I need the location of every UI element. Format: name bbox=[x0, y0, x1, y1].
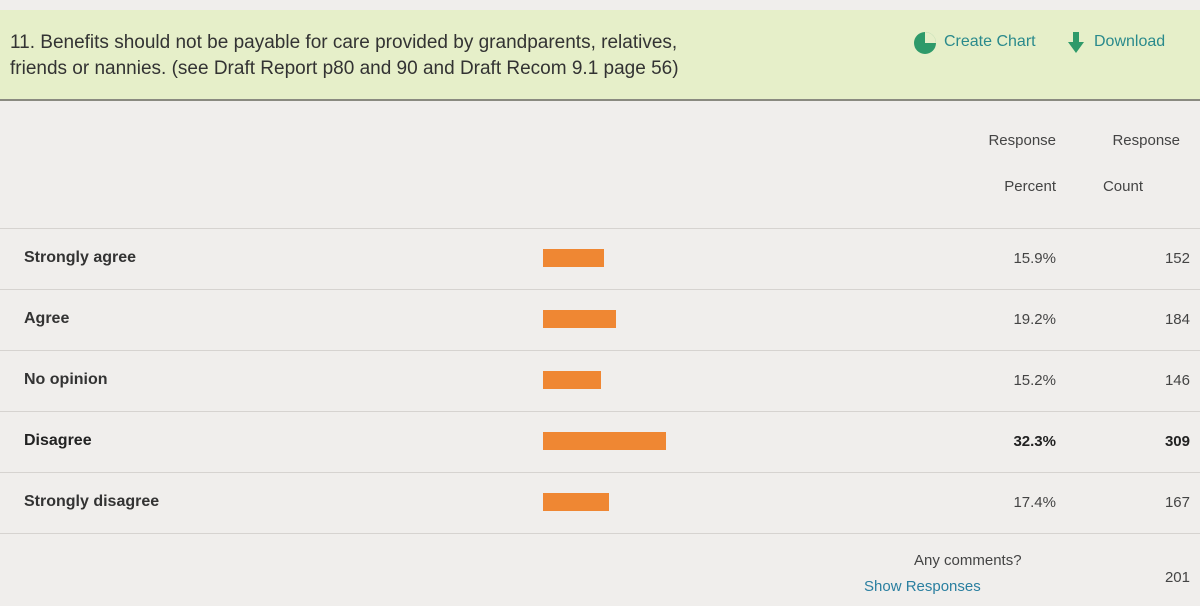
response-count: 309 bbox=[1164, 433, 1190, 450]
bar bbox=[543, 371, 601, 389]
row-separator bbox=[0, 289, 1200, 290]
download-icon bbox=[1068, 32, 1084, 53]
row-separator bbox=[0, 533, 1200, 534]
response-count: 184 bbox=[1164, 311, 1190, 328]
row-separator bbox=[0, 472, 1200, 473]
row-label: Strongly agree bbox=[24, 249, 137, 266]
create-chart-link[interactable]: Create Chart bbox=[944, 33, 1036, 50]
response-percent: 19.2% bbox=[1013, 311, 1056, 328]
question-title: friends or nannies. (see Draft Report p8… bbox=[10, 58, 679, 79]
show-responses-link[interactable]: Show Responses bbox=[864, 578, 981, 595]
response-percent: 17.4% bbox=[1013, 494, 1056, 511]
question-header: 11. Benefits should not be payable for c… bbox=[0, 10, 1200, 101]
row-label: Agree bbox=[24, 310, 70, 327]
bar bbox=[543, 310, 617, 328]
response-percent: 15.9% bbox=[1013, 250, 1056, 267]
row-separator bbox=[0, 228, 1200, 229]
row-separator bbox=[0, 411, 1200, 412]
comments-label: Any comments? bbox=[914, 552, 1022, 569]
question-title: 11. Benefits should not be payable for c… bbox=[10, 32, 678, 53]
bar bbox=[543, 432, 667, 450]
response-count: 146 bbox=[1164, 372, 1190, 389]
comments-count: 201 bbox=[1164, 569, 1190, 586]
chart-icon bbox=[914, 32, 936, 54]
row-label: Strongly disagree bbox=[24, 493, 160, 510]
response-count: 167 bbox=[1164, 494, 1190, 511]
row-separator bbox=[0, 350, 1200, 351]
row-label: No opinion bbox=[24, 371, 108, 388]
column-header: Response bbox=[1112, 132, 1180, 149]
bar bbox=[543, 493, 610, 511]
response-percent: 15.2% bbox=[1013, 372, 1056, 389]
column-header: Percent bbox=[1004, 178, 1056, 195]
row-label: Disagree bbox=[24, 432, 92, 449]
response-percent: 32.3% bbox=[1013, 433, 1056, 450]
download-link[interactable]: Download bbox=[1094, 33, 1166, 50]
bar bbox=[543, 249, 604, 267]
column-header: Count bbox=[1102, 178, 1143, 195]
response-count: 152 bbox=[1164, 250, 1190, 267]
column-header: Response bbox=[988, 132, 1056, 149]
